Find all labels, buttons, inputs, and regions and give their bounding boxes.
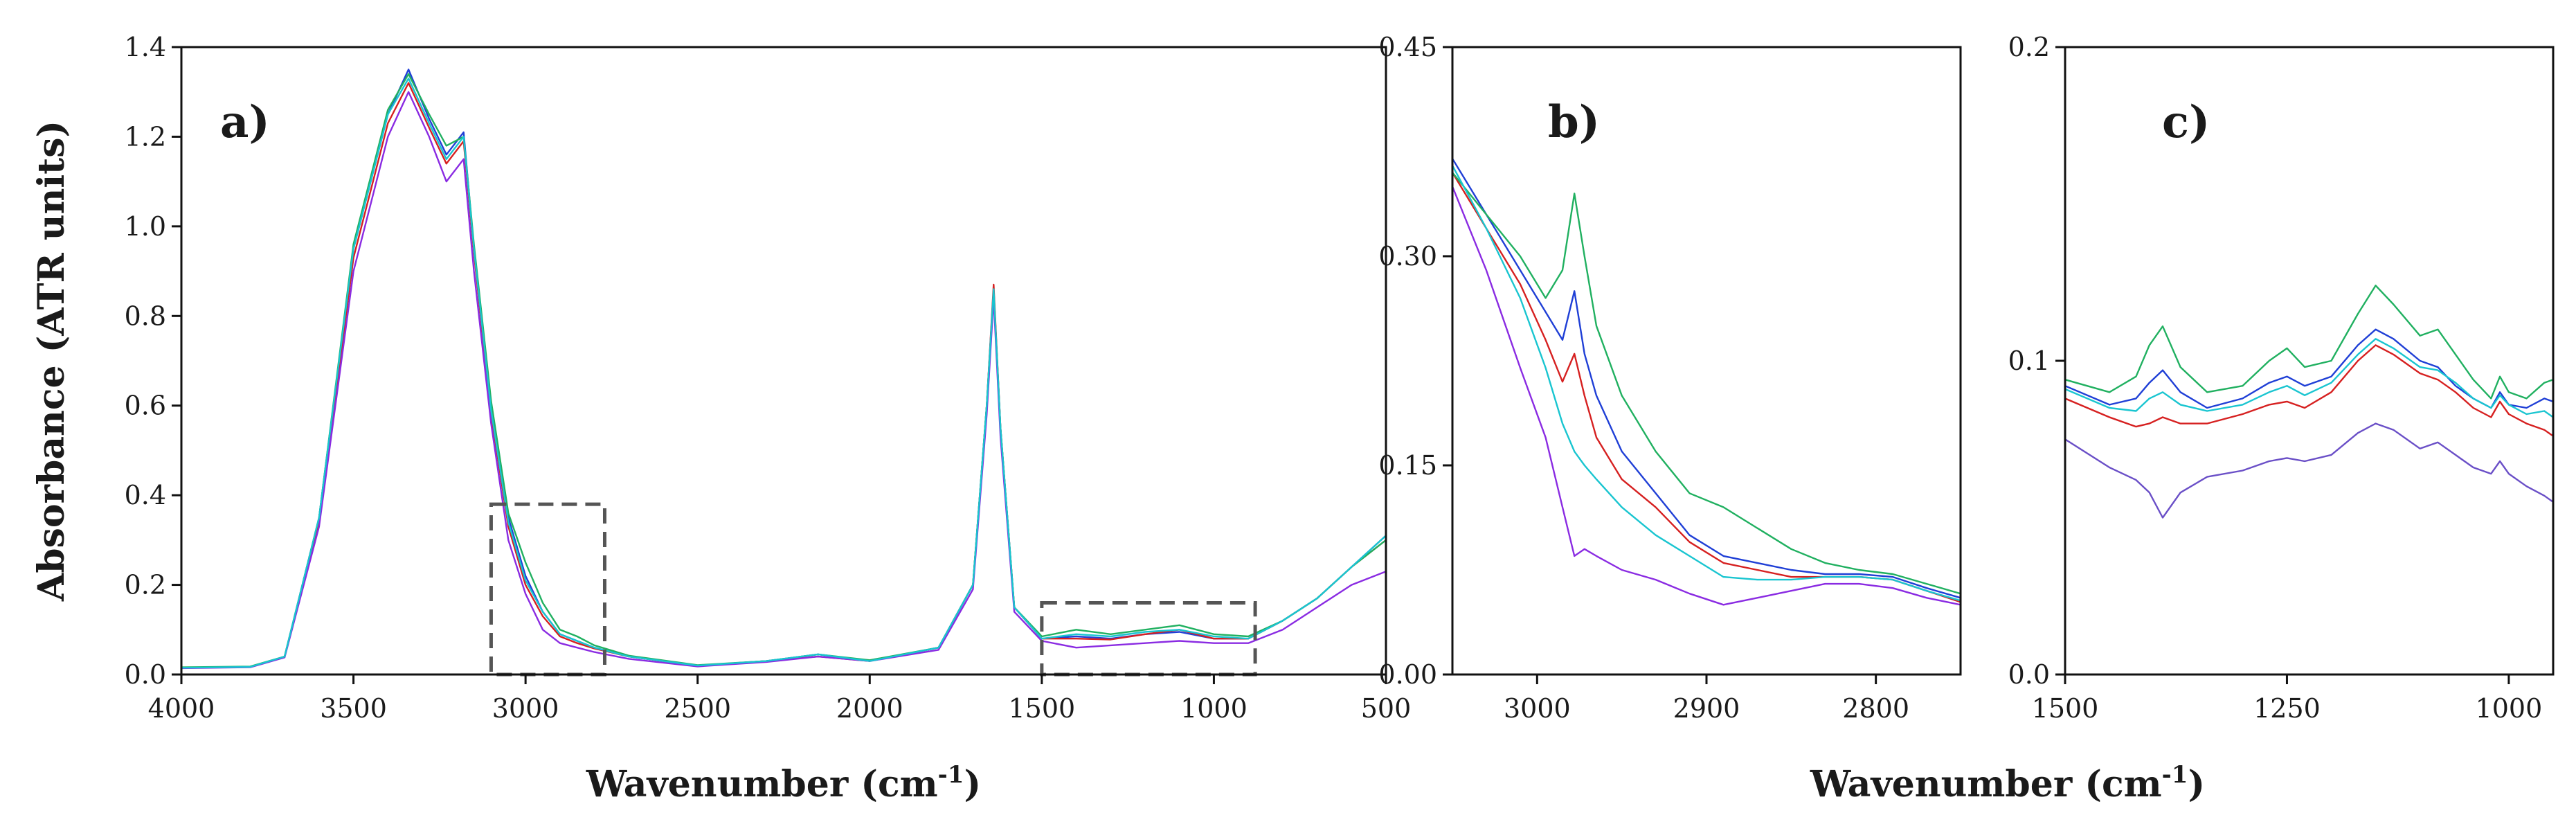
panel-c: 1500 1250 1000 0.0 0.1 0.2 c) xyxy=(2008,32,2555,724)
x-tick-label-c: 1500 xyxy=(2032,693,2099,724)
series-line-b-spectrum-2 xyxy=(1452,172,1961,603)
series-line-a-spectrum-2 xyxy=(181,82,1386,669)
x-tick-label-b: 3000 xyxy=(1504,693,1571,724)
y-tick-label-b: 0.45 xyxy=(1378,32,1437,62)
shared-labels: Wavenumber (cm-1) xyxy=(1810,761,2205,805)
series-line-c-spectrum-3 xyxy=(2065,285,2553,400)
y-tick-label-a: 1.0 xyxy=(125,211,166,242)
series-line-a-spectrum-5 xyxy=(181,78,1386,669)
y-tick-label-a: 0.8 xyxy=(125,301,166,331)
plot-frame-a xyxy=(180,46,1387,676)
series-line-c-spectrum-1 xyxy=(2065,328,2553,409)
series-group-c xyxy=(2065,285,2553,519)
y-tick-label-b: 0.30 xyxy=(1378,241,1437,271)
x-tick-label-c: 1000 xyxy=(2476,693,2543,724)
x-tick-label-b: 2800 xyxy=(1842,693,1909,724)
series-group-a xyxy=(181,69,1386,670)
x-tick-label-b: 2900 xyxy=(1673,693,1740,724)
series-line-a-spectrum-4 xyxy=(181,91,1386,670)
series-line-b-spectrum-1 xyxy=(1452,158,1961,599)
panel-b: 3000 2900 2800 0.00 0.15 0.30 0.45 b) xyxy=(1378,32,1962,724)
y-tick-label-a: 0.4 xyxy=(125,480,166,510)
series-group-b xyxy=(1452,158,1961,606)
y-tick-label-b: 0.00 xyxy=(1378,659,1437,690)
series-line-b-spectrum-3 xyxy=(1452,172,1961,595)
plot-frame-c xyxy=(2064,46,2555,676)
x-axis-title-bc: Wavenumber (cm-1) xyxy=(1810,761,2205,805)
y-tick-label-a: 1.4 xyxy=(125,32,166,62)
zoom-box-ch-stretch xyxy=(489,502,606,677)
x-tick-label-a: 1500 xyxy=(1008,693,1075,724)
panel-label-c: c) xyxy=(2162,96,2210,148)
series-line-a-spectrum-1 xyxy=(181,69,1386,669)
y-tick-label-c: 0.1 xyxy=(2008,346,2050,376)
panel-label-b: b) xyxy=(1548,96,1600,148)
x-tick-label-a: 3500 xyxy=(320,693,387,724)
y-tick-label-a: 0.0 xyxy=(125,659,166,690)
series-line-a-spectrum-3 xyxy=(181,73,1386,668)
series-line-c-spectrum-4 xyxy=(2065,422,2553,519)
panel-label-a: a) xyxy=(220,96,270,148)
x-tick-label-a: 1000 xyxy=(1180,693,1248,724)
y-tick-label-c: 0.0 xyxy=(2008,659,2050,690)
y-tick-label-a: 0.2 xyxy=(125,570,166,600)
x-axis-title-a: Wavenumber (cm-1) xyxy=(586,761,981,805)
y-tick-label-a: 1.2 xyxy=(125,121,166,152)
x-tick-label-a: 2500 xyxy=(664,693,731,724)
y-axis-title: Absorbance (ATR units) xyxy=(30,120,73,602)
x-tick-label-a: 3000 xyxy=(492,693,559,724)
y-tick-label-a: 0.6 xyxy=(125,391,166,421)
series-line-b-spectrum-5 xyxy=(1452,165,1961,602)
series-line-b-spectrum-4 xyxy=(1452,186,1961,606)
series-line-c-spectrum-5 xyxy=(2065,338,2553,418)
y-tick-label-b: 0.15 xyxy=(1378,450,1437,481)
x-tick-label-a: 500 xyxy=(1361,693,1412,724)
series-line-c-spectrum-2 xyxy=(2065,344,2553,437)
x-tick-label-a: 4000 xyxy=(148,693,215,724)
panel-a: 4000 3500 3000 2500 2000 1500 1000 500 0.0 0.2 0.4… xyxy=(30,32,1411,805)
x-tick-label-c: 1250 xyxy=(2253,693,2321,724)
y-tick-label-c: 0.2 xyxy=(2008,32,2050,62)
x-tick-label-a: 2000 xyxy=(836,693,903,724)
plot-frame-b xyxy=(1451,46,1962,676)
